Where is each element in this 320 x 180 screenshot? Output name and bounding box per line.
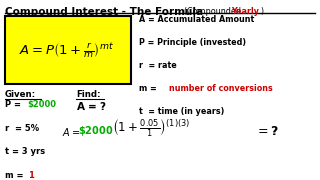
Text: (Compounded: (Compounded: [184, 6, 243, 15]
Text: m =: m =: [4, 171, 26, 180]
Text: A = $\mathbf{?}$: A = $\mathbf{?}$: [76, 100, 107, 112]
Text: Compound Interest - The Formula: Compound Interest - The Formula: [4, 6, 203, 17]
Text: $2000: $2000: [28, 100, 57, 109]
Text: $\mathbf{\$2000}$: $\mathbf{\$2000}$: [78, 124, 114, 138]
Text: r  = 5%: r = 5%: [4, 124, 39, 133]
FancyBboxPatch shape: [4, 16, 132, 84]
Text: P = Principle (invested): P = Principle (invested): [140, 38, 246, 47]
Text: r  = rate: r = rate: [140, 61, 177, 70]
Text: $A = P\left(1 + \frac{r}{m}\right)^{mt}$: $A = P\left(1 + \frac{r}{m}\right)^{mt}$: [19, 40, 114, 60]
Text: number of conversions: number of conversions: [169, 84, 272, 93]
Text: $\left(1 + \frac{0.05}{1}\right)^{(1)(3)}$: $\left(1 + \frac{0.05}{1}\right)^{(1)(3)…: [112, 117, 191, 138]
Text: t  = time (in years): t = time (in years): [140, 107, 225, 116]
Text: ): ): [260, 6, 263, 15]
Text: Find:: Find:: [76, 90, 100, 99]
Text: P =: P =: [4, 100, 23, 109]
Text: Given:: Given:: [4, 90, 36, 99]
Text: t = 3 yrs: t = 3 yrs: [4, 147, 45, 156]
Text: 1: 1: [28, 171, 34, 180]
Text: Yearly: Yearly: [231, 6, 260, 15]
Text: $A=$: $A=$: [62, 126, 80, 138]
Text: m =: m =: [140, 84, 160, 93]
Text: $= \mathbf{?}$: $= \mathbf{?}$: [255, 125, 279, 138]
Text: A = Accumulated Amount: A = Accumulated Amount: [140, 15, 255, 24]
